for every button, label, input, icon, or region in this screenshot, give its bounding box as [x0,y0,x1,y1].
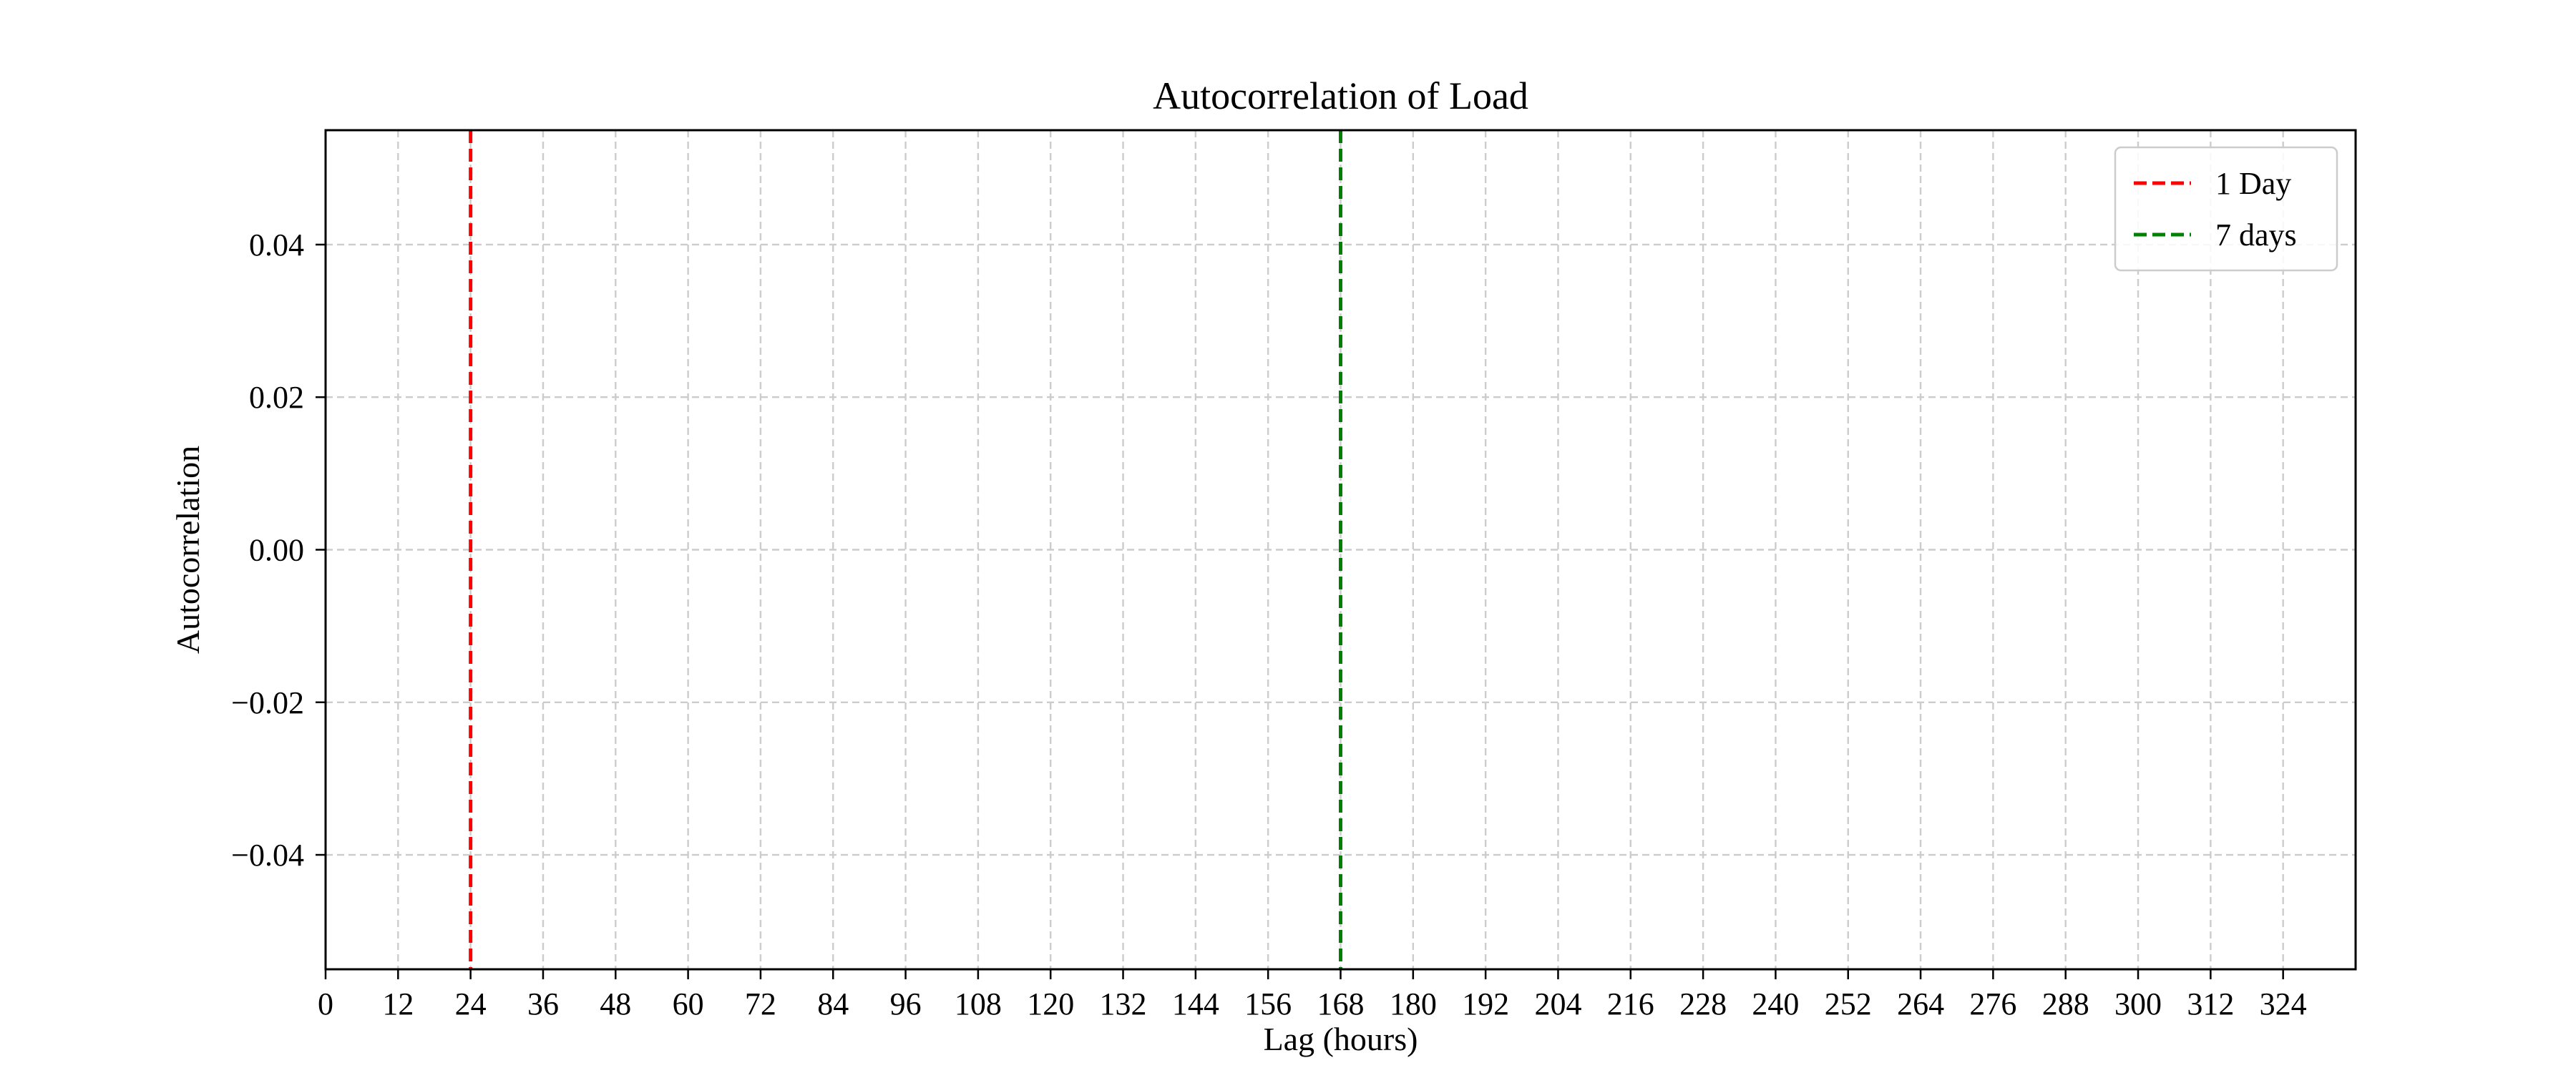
x-tick-label: 24 [455,986,487,1021]
chart-title: Autocorrelation of Load [1153,74,1528,117]
x-tick-label: 204 [1534,986,1581,1021]
x-tick-label: 324 [2260,986,2307,1021]
x-tick-label: 48 [600,986,631,1021]
legend-box [2114,146,2338,272]
y-tick-label: −0.02 [231,685,304,720]
x-tick-label: 108 [955,986,1002,1021]
x-tick-label: 132 [1100,986,1147,1021]
x-axis-ticks: 0 12 24 36 48 60 72 84 96 108 120 132 144 156 168 180 19… [318,969,2307,1021]
x-tick-label: 252 [1825,986,1872,1021]
y-tick-label: 0.00 [249,533,304,568]
x-axis-label: Lag (hours) [1264,1021,1418,1057]
legend-label: 7 days [2215,217,2297,253]
legend: 1 Day 7 days [2114,146,2338,272]
x-tick-label: 0 [318,986,333,1021]
x-tick-label: 180 [1390,986,1437,1021]
x-tick-label: 288 [2042,986,2089,1021]
x-tick-label: 60 [673,986,704,1021]
x-tick-label: 264 [1897,986,1944,1021]
x-tick-label: 84 [817,986,849,1021]
x-tick-label: 300 [2114,986,2162,1021]
y-tick-label: 0.04 [249,227,304,263]
x-tick-label: 120 [1027,986,1074,1021]
x-tick-label: 216 [1607,986,1654,1021]
x-tick-label: 12 [382,986,414,1021]
x-tick-label: 96 [890,986,922,1021]
x-tick-label: 240 [1752,986,1799,1021]
x-tick-label: 276 [1969,986,2016,1021]
x-tick-label: 312 [2187,986,2234,1021]
y-tick-label: 0.02 [249,380,304,415]
y-axis-ticks: −0.04 −0.02 0.00 0.02 0.04 [231,227,326,873]
x-tick-label: 144 [1172,986,1219,1021]
x-tick-label: 192 [1462,986,1509,1021]
x-tick-label: 228 [1679,986,1727,1021]
reference-lines [469,130,1342,969]
y-axis-label: Autocorrelation [170,446,206,654]
x-tick-label: 156 [1244,986,1292,1021]
x-tick-label: 72 [745,986,776,1021]
x-tick-label: 36 [527,986,559,1021]
y-tick-label: −0.04 [231,838,304,873]
x-tick-label: 168 [1317,986,1365,1021]
legend-label: 1 Day [2215,166,2291,201]
